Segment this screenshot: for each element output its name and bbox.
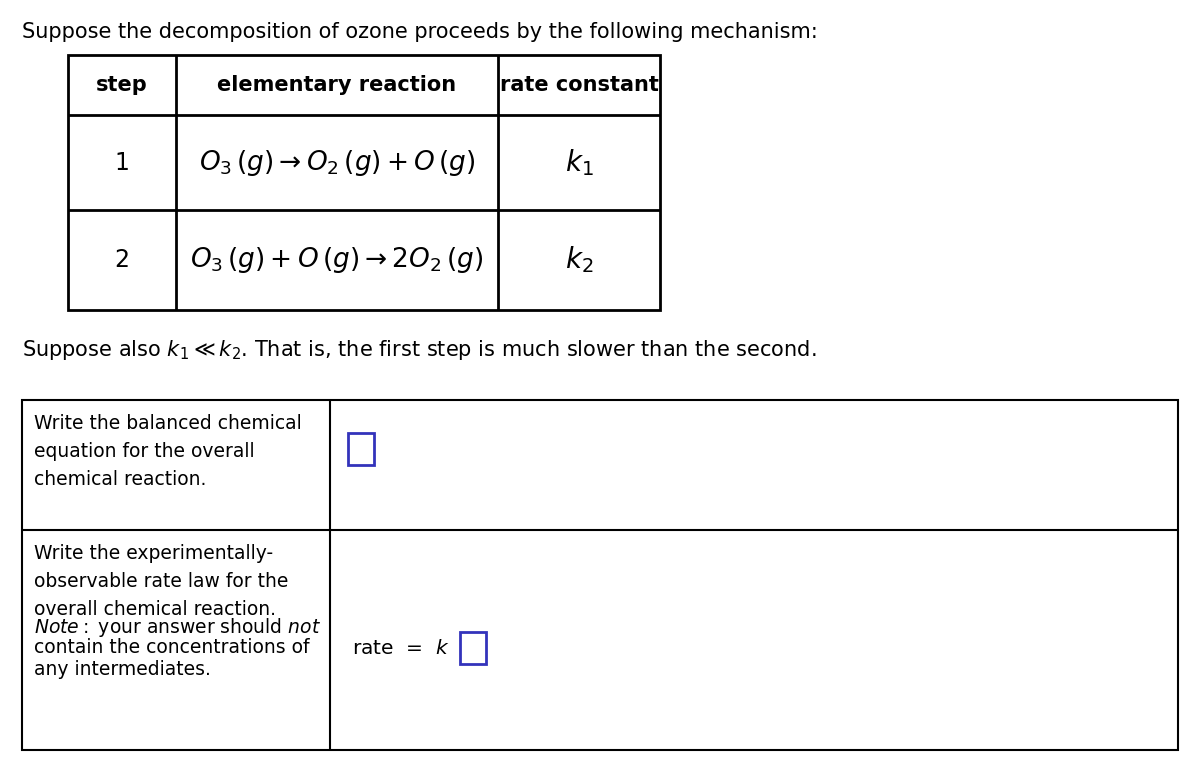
Text: $k_1$: $k_1$	[565, 147, 593, 178]
Text: Write the balanced chemical
equation for the overall
chemical reaction.: Write the balanced chemical equation for…	[34, 414, 301, 489]
Text: rate  =  $k$: rate = $k$	[352, 638, 450, 657]
Text: $\mathit{O}_3\,(g) \rightarrow \mathit{O}_2\,(g)+\mathit{O}\,(g)$: $\mathit{O}_3\,(g) \rightarrow \mathit{O…	[199, 147, 475, 178]
Bar	[22, 400, 1178, 750]
Text: $\it{Note:}$ your answer should $\it{not}$: $\it{Note:}$ your answer should $\it{not…	[34, 616, 322, 639]
Text: Suppose the decomposition of ozone proceeds by the following mechanism:: Suppose the decomposition of ozone proce…	[22, 22, 817, 42]
Text: Write the experimentally-
observable rate law for the
overall chemical reaction.: Write the experimentally- observable rat…	[34, 544, 288, 619]
Text: step: step	[96, 75, 148, 95]
Text: 1: 1	[114, 150, 130, 175]
Text: $k_2$: $k_2$	[565, 245, 593, 275]
Bar	[348, 433, 374, 465]
Bar	[68, 55, 660, 310]
Text: contain the concentrations of: contain the concentrations of	[34, 638, 310, 657]
Text: rate constant: rate constant	[499, 75, 659, 95]
Text: elementary reaction: elementary reaction	[217, 75, 456, 95]
Text: Suppose also $k_1 \ll k_2$. That is, the first step is much slower than the seco: Suppose also $k_1 \ll k_2$. That is, the…	[22, 338, 816, 362]
Text: any intermediates.: any intermediates.	[34, 660, 211, 679]
Text: $\mathit{O}_3\,(g)+\mathit{O}\,(g) \rightarrow 2\mathit{O}_2\,(g)$: $\mathit{O}_3\,(g)+\mathit{O}\,(g) \righ…	[191, 245, 484, 275]
Bar	[460, 632, 486, 664]
Text: 2: 2	[114, 248, 130, 272]
